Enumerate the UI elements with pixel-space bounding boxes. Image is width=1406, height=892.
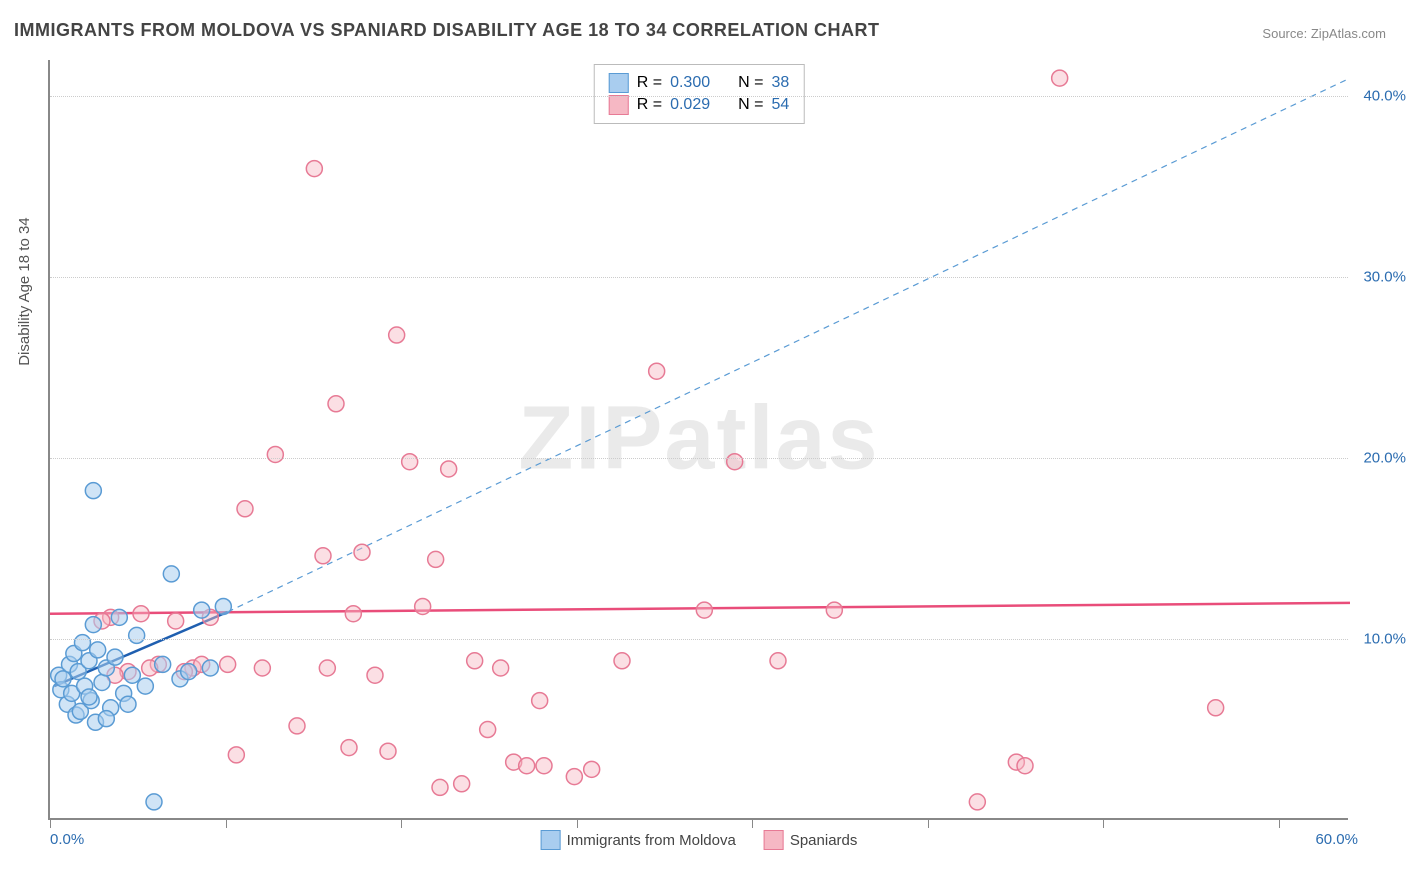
x-tick: [401, 818, 402, 828]
trend-line: [228, 78, 1350, 612]
data-point[interactable]: [107, 649, 123, 665]
data-point[interactable]: [367, 667, 383, 683]
legend-item-spaniards: Spaniards: [764, 830, 858, 850]
data-point[interactable]: [254, 660, 270, 676]
data-point[interactable]: [432, 779, 448, 795]
data-point[interactable]: [402, 454, 418, 470]
data-point[interactable]: [345, 606, 361, 622]
data-point[interactable]: [90, 642, 106, 658]
legend-label-moldova: Immigrants from Moldova: [567, 832, 736, 849]
data-point[interactable]: [519, 758, 535, 774]
data-point[interactable]: [727, 454, 743, 470]
legend-swatch-spaniards: [764, 830, 784, 850]
data-point[interactable]: [155, 656, 171, 672]
data-point[interactable]: [267, 446, 283, 462]
legend-swatch-moldova: [541, 830, 561, 850]
data-point[interactable]: [98, 711, 114, 727]
y-tick-label: 30.0%: [1363, 269, 1406, 286]
data-point[interactable]: [454, 776, 470, 792]
data-point[interactable]: [493, 660, 509, 676]
source-label: Source:: [1262, 26, 1307, 41]
data-point[interactable]: [237, 501, 253, 517]
data-point[interactable]: [168, 613, 184, 629]
bottom-legend: Immigrants from Moldova Spaniards: [541, 830, 858, 850]
data-point[interactable]: [124, 667, 140, 683]
x-tick: [928, 818, 929, 828]
legend-label-spaniards: Spaniards: [790, 832, 858, 849]
data-point[interactable]: [467, 653, 483, 669]
data-point[interactable]: [614, 653, 630, 669]
y-tick-label: 40.0%: [1363, 88, 1406, 105]
gridline: [50, 96, 1348, 97]
chart-title: IMMIGRANTS FROM MOLDOVA VS SPANIARD DISA…: [14, 20, 880, 41]
data-point[interactable]: [341, 740, 357, 756]
y-axis-title: Disability Age 18 to 34: [16, 217, 33, 365]
data-point[interactable]: [228, 747, 244, 763]
data-point[interactable]: [1052, 70, 1068, 86]
x-tick: [1103, 818, 1104, 828]
y-tick-label: 10.0%: [1363, 631, 1406, 648]
data-point[interactable]: [146, 794, 162, 810]
data-point[interactable]: [163, 566, 179, 582]
data-point[interactable]: [428, 551, 444, 567]
source-link[interactable]: ZipAtlas.com: [1311, 26, 1386, 41]
x-tick: [226, 818, 227, 828]
data-point[interactable]: [770, 653, 786, 669]
data-point[interactable]: [75, 635, 91, 651]
data-point[interactable]: [1208, 700, 1224, 716]
gridline: [50, 277, 1348, 278]
data-point[interactable]: [696, 602, 712, 618]
data-point[interactable]: [389, 327, 405, 343]
x-tick: [577, 818, 578, 828]
data-point[interactable]: [215, 598, 231, 614]
data-point[interactable]: [1017, 758, 1033, 774]
data-point[interactable]: [194, 602, 210, 618]
data-point[interactable]: [584, 761, 600, 777]
data-point[interactable]: [354, 544, 370, 560]
data-point[interactable]: [315, 548, 331, 564]
x-tick-label-start: 0.0%: [50, 831, 84, 848]
data-point[interactable]: [129, 627, 145, 643]
gridline: [50, 639, 1348, 640]
data-point[interactable]: [120, 696, 136, 712]
data-point[interactable]: [532, 693, 548, 709]
data-point[interactable]: [81, 689, 97, 705]
x-tick: [1279, 818, 1280, 828]
data-point[interactable]: [220, 656, 236, 672]
data-point[interactable]: [111, 609, 127, 625]
data-point[interactable]: [826, 602, 842, 618]
data-point[interactable]: [380, 743, 396, 759]
plot-area: ZIPatlas R = 0.300 N = 38 R = 0.029 N = …: [48, 60, 1348, 820]
data-point[interactable]: [415, 598, 431, 614]
legend-item-moldova: Immigrants from Moldova: [541, 830, 736, 850]
scatter-svg: [50, 60, 1348, 818]
data-point[interactable]: [289, 718, 305, 734]
data-point[interactable]: [85, 617, 101, 633]
x-tick: [50, 818, 51, 828]
data-point[interactable]: [137, 678, 153, 694]
data-point[interactable]: [566, 769, 582, 785]
y-tick-label: 20.0%: [1363, 450, 1406, 467]
data-point[interactable]: [202, 660, 218, 676]
data-point[interactable]: [328, 396, 344, 412]
data-point[interactable]: [649, 363, 665, 379]
data-point[interactable]: [480, 722, 496, 738]
chart-container: IMMIGRANTS FROM MOLDOVA VS SPANIARD DISA…: [0, 0, 1406, 892]
gridline: [50, 458, 1348, 459]
data-point[interactable]: [85, 483, 101, 499]
data-point[interactable]: [536, 758, 552, 774]
x-tick-label-end: 60.0%: [1315, 831, 1358, 848]
data-point[interactable]: [94, 674, 110, 690]
data-point[interactable]: [133, 606, 149, 622]
data-point[interactable]: [969, 794, 985, 810]
data-point[interactable]: [441, 461, 457, 477]
data-point[interactable]: [55, 671, 71, 687]
source-attribution: Source: ZipAtlas.com: [1262, 26, 1386, 41]
data-point[interactable]: [319, 660, 335, 676]
data-point[interactable]: [181, 664, 197, 680]
x-tick: [752, 818, 753, 828]
data-point[interactable]: [306, 161, 322, 177]
